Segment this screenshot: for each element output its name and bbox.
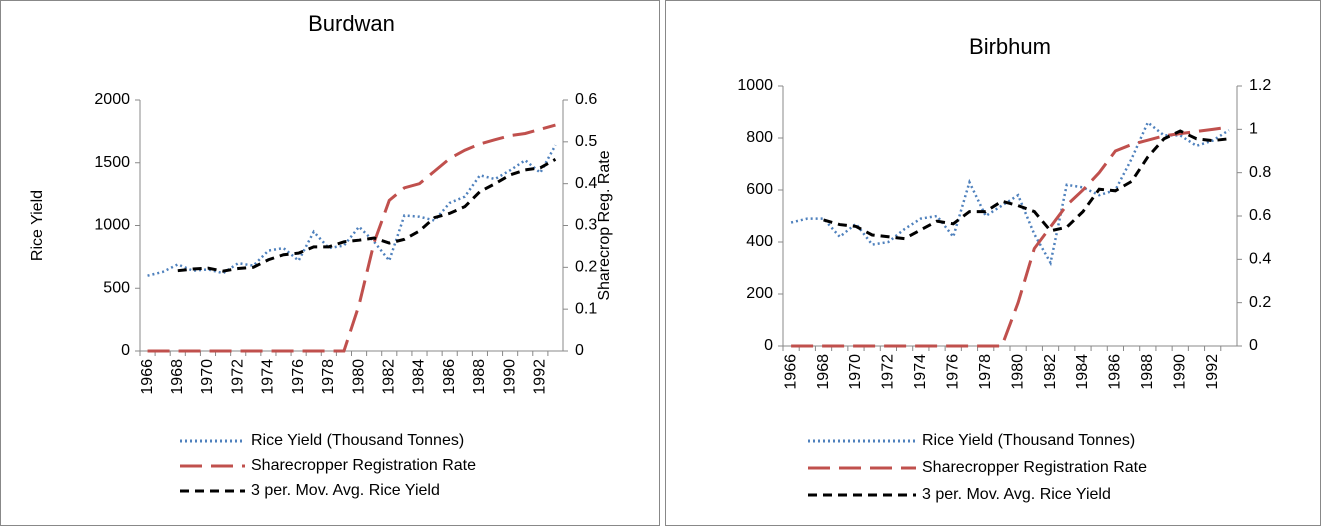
x-tick-label: 1972: [880, 354, 897, 390]
legend-label: Sharecropper Registration Rate: [922, 459, 1147, 476]
series-line: [790, 120, 1230, 267]
y2-tick-label: 0.6: [575, 91, 597, 108]
series-line: [147, 144, 557, 277]
x-tick-label: 1970: [199, 359, 216, 395]
y-tick-label: 800: [746, 129, 773, 146]
x-tick-label: 1982: [1042, 354, 1059, 390]
x-tick-label: 1976: [944, 354, 961, 390]
x-tick-label: 1976: [290, 359, 307, 395]
y2-tick-label: 1: [1249, 121, 1258, 138]
x-tick-label: 1978: [320, 359, 337, 395]
series-line: [147, 123, 556, 353]
y2-tick-label: 0.6: [1249, 207, 1271, 224]
y2-tick-label: 0.4: [575, 175, 597, 192]
chart-title: Birbhum: [969, 34, 1051, 59]
legend-label: 3 per. Mov. Avg. Rice Yield: [922, 486, 1111, 503]
y2-tick-label: 0.2: [1249, 294, 1271, 311]
y2-axis-label: Sharecrop Reg. Rate: [596, 150, 613, 300]
y-tick-label: 0: [121, 342, 130, 359]
y-tick-label: 2000: [94, 91, 130, 108]
x-tick-label: 1992: [532, 359, 549, 395]
y-tick-label: 500: [103, 279, 130, 296]
x-tick-label: 1986: [1107, 354, 1124, 390]
y-tick-label: 0: [764, 337, 773, 354]
series-line: [177, 158, 557, 273]
x-tick-label: 1966: [782, 354, 799, 390]
x-tick-label: 1980: [350, 359, 367, 395]
y2-tick-label: 0.8: [1249, 164, 1271, 181]
y2-tick-label: 0.2: [575, 259, 597, 276]
x-tick-label: 1980: [1009, 354, 1026, 390]
x-tick-label: 1968: [169, 359, 186, 395]
y-tick-label: 1500: [94, 154, 130, 171]
x-tick-label: 1978: [977, 354, 994, 390]
y2-tick-label: 0.3: [575, 217, 597, 234]
y2-tick-label: 0.4: [1249, 251, 1271, 268]
y-tick-label: 1000: [94, 217, 130, 234]
y2-tick-label: 0.5: [575, 133, 597, 150]
x-tick-label: 1984: [1074, 354, 1091, 390]
x-tick-label: 1988: [471, 359, 488, 395]
legend-label: 3 per. Mov. Avg. Rice Yield: [251, 482, 440, 499]
x-tick-label: 1972: [229, 359, 246, 395]
series-line: [823, 129, 1230, 241]
y2-tick-label: 0.1: [575, 300, 597, 317]
x-tick-label: 1992: [1204, 354, 1221, 390]
x-tick-label: 1970: [847, 354, 864, 390]
y-tick-label: 200: [746, 285, 773, 302]
legend-label: Rice Yield (Thousand Tonnes): [922, 432, 1135, 449]
series-line: [791, 125, 1230, 348]
y2-tick-label: 1.2: [1249, 77, 1271, 94]
legend-label: Rice Yield (Thousand Tonnes): [251, 432, 464, 449]
x-tick-label: 1966: [139, 359, 156, 395]
y-tick-label: 400: [746, 233, 773, 250]
x-tick-label: 1990: [501, 359, 518, 395]
x-tick-label: 1986: [441, 359, 458, 395]
y-tick-label: 1000: [737, 77, 773, 94]
y-axis-label: Rice Yield: [29, 190, 46, 261]
chart-title: Burdwan: [308, 11, 395, 36]
y-tick-label: 600: [746, 181, 773, 198]
x-tick-label: 1990: [1171, 354, 1188, 390]
x-tick-label: 1984: [411, 359, 428, 395]
x-tick-label: 1974: [912, 354, 929, 390]
y2-tick-label: 0: [575, 342, 584, 359]
x-tick-label: 1968: [815, 354, 832, 390]
x-tick-label: 1982: [380, 359, 397, 395]
legend-label: Sharecropper Registration Rate: [251, 457, 476, 474]
y2-tick-label: 0: [1249, 337, 1258, 354]
x-tick-label: 1988: [1139, 354, 1156, 390]
x-tick-label: 1974: [260, 359, 277, 395]
